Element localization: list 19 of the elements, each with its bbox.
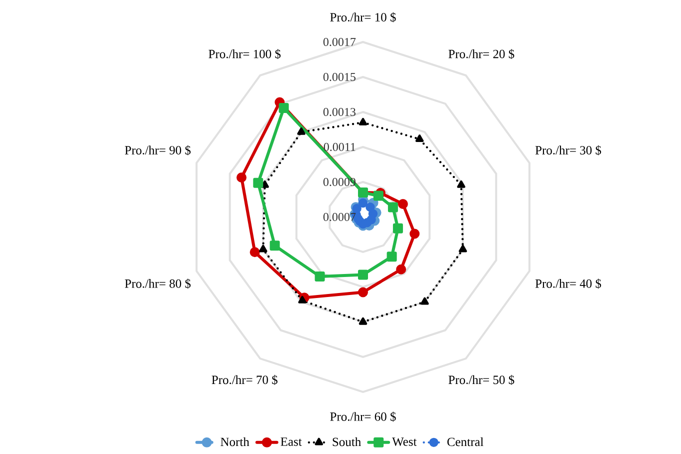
spoke-label: Pro./hr= 20 $ — [448, 49, 514, 60]
spoke-label: Pro./hr= 80 $ — [124, 278, 191, 289]
spoke-label: Pro./hr= 10 $ — [330, 12, 396, 22]
spoke-label: Pro./hr= 100 $ — [208, 49, 281, 60]
y-tick-label: 0.0017 — [323, 38, 356, 46]
spoke-label: Pro./hr= 90 $ — [124, 145, 191, 156]
legend-label: South — [332, 437, 361, 446]
y-tick-label: 0.0015 — [323, 72, 356, 82]
spoke-label: Pro./hr= 50 $ — [448, 374, 514, 385]
y-tick-label: 0.0013 — [323, 108, 356, 116]
legend-label: North — [220, 437, 250, 446]
spoke-label: Pro./hr= 70 $ — [212, 374, 278, 385]
legend-label: Central — [447, 437, 484, 446]
legend-label: West — [392, 438, 417, 446]
spoke-label: Pro./hr= 30 $ — [535, 145, 602, 156]
y-tick-label: 0.0011 — [324, 142, 356, 152]
spoke-label: Pro./hr= 40 $ — [535, 278, 602, 289]
spoke-label: Pro./hr= 60 $ — [330, 412, 396, 422]
legend-label: East — [280, 438, 302, 446]
